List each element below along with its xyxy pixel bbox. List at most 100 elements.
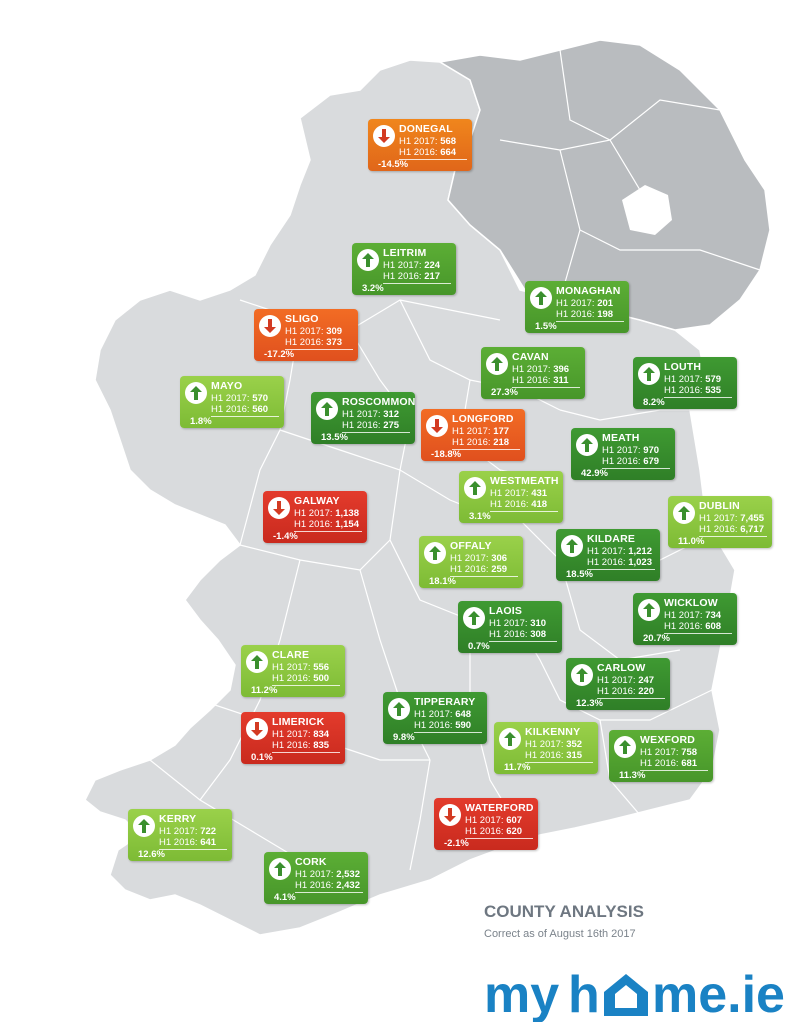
h1-2017-line: H1 2017: 309 xyxy=(285,326,342,337)
logo-text-h: h xyxy=(568,966,600,1022)
h1-2016-label: H1 2016: xyxy=(295,880,334,891)
h1-2017-line: H1 2017: 224 xyxy=(383,260,440,271)
county-box-monaghan: MONAGHAN H1 2017: 201 H1 2016: 198 1.5% xyxy=(525,281,629,333)
percent-change: 9.8% xyxy=(393,732,415,743)
h1-2017-line: H1 2017: 306 xyxy=(450,553,507,564)
h1-2016-label: H1 2016: xyxy=(465,826,504,837)
h1-2017-line: H1 2017: 7,455 xyxy=(699,513,764,524)
h1-2017-label: H1 2017: xyxy=(211,393,250,404)
h1-2016-label: H1 2016: xyxy=(414,720,453,731)
percent-change: 42.9% xyxy=(581,468,608,479)
county-name: MONAGHAN xyxy=(556,285,621,297)
h1-2016-line: H1 2016: 311 xyxy=(512,375,580,388)
county-box-roscommon: ROSCOMMON H1 2017: 312 H1 2016: 275 13.5% xyxy=(311,392,415,444)
h1-2016-value: 198 xyxy=(597,309,614,320)
h1-2017-line: H1 2017: 734 xyxy=(664,610,721,621)
county-name: LIMERICK xyxy=(272,716,325,728)
percent-change: 11.7% xyxy=(504,762,531,773)
h1-2017-value: 722 xyxy=(200,826,217,837)
h1-2017-line: H1 2017: 758 xyxy=(640,747,697,758)
percent-change: 8.2% xyxy=(643,397,665,408)
county-name: WICKLOW xyxy=(664,597,718,609)
h1-2017-value: 568 xyxy=(440,136,457,147)
h1-2017-value: 758 xyxy=(681,747,698,758)
county-name: WATERFORD xyxy=(465,802,534,814)
county-box-kilkenny: KILKENNY H1 2017: 352 H1 2016: 315 11.7% xyxy=(494,722,598,774)
h1-2017-label: H1 2017: xyxy=(602,445,641,456)
h1-2017-value: 607 xyxy=(506,815,523,826)
h1-2017-value: 7,455 xyxy=(740,513,764,524)
up-arrow-icon xyxy=(576,434,598,456)
h1-2016-value: 275 xyxy=(383,420,400,431)
h1-2017-value: 312 xyxy=(383,409,400,420)
h1-2016-value: 418 xyxy=(531,499,548,510)
county-name: MEATH xyxy=(602,432,640,444)
percent-change: 18.5% xyxy=(566,569,593,580)
up-arrow-icon xyxy=(499,728,521,750)
h1-2017-value: 352 xyxy=(566,739,583,750)
h1-2016-line: H1 2016: 681 xyxy=(640,758,708,771)
h1-2016-label: H1 2016: xyxy=(602,456,641,467)
h1-2017-value: 177 xyxy=(493,426,510,437)
h1-2016-line: H1 2016: 535 xyxy=(664,385,732,398)
county-box-waterford: WATERFORD H1 2017: 607 H1 2016: 620 -2.1% xyxy=(434,798,538,850)
county-box-laois: LAOIS H1 2017: 310 H1 2016: 308 0.7% xyxy=(458,601,562,653)
h1-2017-line: H1 2017: 201 xyxy=(556,298,613,309)
county-box-sligo: SLIGO H1 2017: 309 H1 2016: 373 -17.2% xyxy=(254,309,358,361)
h1-2016-label: H1 2016: xyxy=(664,385,703,396)
county-name: KILKENNY xyxy=(525,726,581,738)
h1-2016-label: H1 2016: xyxy=(452,437,491,448)
county-name: SLIGO xyxy=(285,313,319,325)
h1-2017-line: H1 2017: 834 xyxy=(272,729,329,740)
h1-2016-label: H1 2016: xyxy=(640,758,679,769)
h1-2016-line: H1 2016: 2,432 xyxy=(295,880,363,893)
h1-2016-value: 500 xyxy=(313,673,330,684)
h1-2016-line: H1 2016: 315 xyxy=(525,750,593,763)
h1-2016-value: 311 xyxy=(553,375,569,386)
h1-2016-label: H1 2016: xyxy=(597,686,636,697)
h1-2017-line: H1 2017: 2,532 xyxy=(295,869,360,880)
county-box-mayo: MAYO H1 2017: 570 H1 2016: 560 1.8% xyxy=(180,376,284,428)
h1-2016-label: H1 2016: xyxy=(211,404,250,415)
logo-text-my: my xyxy=(484,966,559,1022)
up-arrow-icon xyxy=(269,858,291,880)
h1-2017-line: H1 2017: 579 xyxy=(664,374,721,385)
h1-2017-value: 734 xyxy=(705,610,722,621)
percent-change: -14.5% xyxy=(378,159,409,170)
h1-2017-line: H1 2017: 352 xyxy=(525,739,582,750)
county-name: CORK xyxy=(295,856,327,868)
h1-2017-value: 1,138 xyxy=(335,508,359,519)
h1-2016-line: H1 2016: 198 xyxy=(556,309,624,322)
up-arrow-icon xyxy=(133,815,155,837)
county-name: LAOIS xyxy=(489,605,523,617)
h1-2016-line: H1 2016: 217 xyxy=(383,271,451,284)
house-o-icon xyxy=(604,974,648,1016)
up-arrow-icon xyxy=(530,287,552,309)
h1-2016-value: 373 xyxy=(326,337,343,348)
h1-2017-label: H1 2017: xyxy=(295,869,334,880)
h1-2017-line: H1 2017: 648 xyxy=(414,709,471,720)
h1-2016-label: H1 2016: xyxy=(399,147,438,158)
county-name: CLARE xyxy=(272,649,310,661)
county-name: KILDARE xyxy=(587,533,636,545)
h1-2017-line: H1 2017: 177 xyxy=(452,426,509,437)
county-box-offaly: OFFALY H1 2017: 306 H1 2016: 259 18.1% xyxy=(419,536,523,588)
h1-2017-label: H1 2017: xyxy=(489,618,528,629)
h1-2017-label: H1 2017: xyxy=(556,298,595,309)
h1-2016-label: H1 2016: xyxy=(294,519,333,530)
h1-2016-line: H1 2016: 373 xyxy=(285,337,353,350)
h1-2017-label: H1 2017: xyxy=(294,508,333,519)
county-name: LOUTH xyxy=(664,361,702,373)
h1-2017-label: H1 2017: xyxy=(452,426,491,437)
h1-2016-value: 608 xyxy=(705,621,722,632)
h1-2016-value: 6,717 xyxy=(740,524,764,535)
h1-2016-value: 560 xyxy=(252,404,269,415)
down-arrow-icon xyxy=(426,415,448,437)
h1-2016-value: 835 xyxy=(313,740,330,751)
county-name: LEITRIM xyxy=(383,247,427,259)
h1-2016-line: H1 2016: 641 xyxy=(159,837,227,850)
h1-2017-label: H1 2017: xyxy=(465,815,504,826)
h1-2016-label: H1 2016: xyxy=(512,375,551,386)
h1-2017-line: H1 2017: 310 xyxy=(489,618,546,629)
logo-text-meie: me.ie xyxy=(652,966,785,1022)
